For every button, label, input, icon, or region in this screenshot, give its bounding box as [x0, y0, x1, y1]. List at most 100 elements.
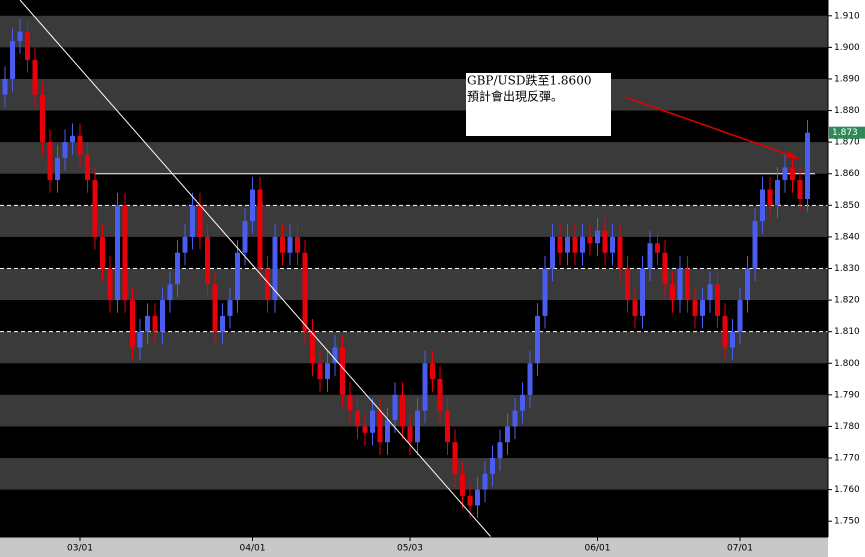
candle-body: [760, 189, 765, 222]
candle-body: [47, 142, 53, 181]
candle-body: [430, 363, 435, 380]
grid-band: [0, 331, 828, 364]
candle-body: [572, 236, 578, 253]
candle-body: [512, 410, 518, 427]
candle-body: [490, 458, 495, 474]
candle-body: [92, 180, 98, 237]
candle-body: [655, 243, 660, 253]
candle-body: [370, 410, 375, 433]
candle-body: [190, 205, 195, 237]
grid-band: [0, 205, 828, 237]
candle-body: [85, 154, 90, 181]
candle-body: [2, 78, 8, 95]
candle-body: [505, 426, 510, 443]
y-tick-label: 1.840: [834, 232, 860, 242]
y-tick-label: 1.750: [834, 517, 860, 527]
candle-body: [242, 221, 248, 253]
annotation-line: GBP/USD跌至1.8600: [467, 73, 591, 88]
candle-body: [595, 230, 600, 244]
arrow-head: [786, 151, 800, 159]
candle-body: [332, 347, 338, 364]
candle-body: [160, 300, 165, 332]
candle-body: [197, 205, 203, 237]
candle-body: [527, 363, 533, 395]
candle-body: [70, 135, 75, 143]
candle-body: [715, 284, 720, 316]
candle-body: [62, 142, 68, 158]
candle-body: [212, 284, 218, 332]
candle-body: [280, 236, 285, 253]
y-tick-label: 1.830: [834, 264, 860, 274]
candle-body: [422, 363, 428, 411]
candle-body: [467, 495, 473, 506]
y-tick-label: 1.770: [834, 454, 860, 464]
candle-body: [115, 205, 120, 301]
candle-body: [310, 331, 315, 364]
grid-band: [0, 394, 828, 427]
candle-body: [640, 268, 645, 316]
candle-body: [400, 394, 405, 427]
candle-body: [17, 31, 23, 42]
candle-body: [692, 300, 698, 316]
candle-body: [107, 268, 113, 301]
y-tick-label: 1.790: [834, 390, 860, 400]
candle-body: [580, 236, 585, 253]
candle-body: [325, 363, 330, 380]
candle-body: [625, 268, 630, 301]
candle-body: [707, 284, 713, 301]
candle-body: [610, 236, 615, 253]
candle-body: [617, 236, 623, 269]
candle-body: [10, 41, 15, 79]
y-tick-label: 1.850: [834, 201, 860, 211]
candle-body: [362, 426, 368, 433]
candle-body: [407, 426, 413, 443]
candle-body: [482, 473, 488, 490]
price-tag-label: 1.873: [832, 128, 858, 138]
y-tick-label: 1.860: [834, 169, 860, 179]
candle-body: [40, 94, 45, 143]
candle-body: [265, 268, 270, 301]
candle-body: [340, 347, 345, 395]
candle-body: [385, 420, 390, 443]
candle-body: [460, 473, 465, 496]
candle-body: [220, 315, 225, 332]
candle-body: [602, 230, 608, 253]
candle-body: [475, 489, 480, 506]
candle-body: [775, 180, 780, 206]
candle-body: [445, 410, 450, 443]
candle-body: [745, 268, 750, 301]
y-tick-label: 1.870: [834, 138, 860, 148]
candle-body: [452, 442, 458, 474]
grid-band: [0, 15, 828, 48]
y-tick-label: 1.780: [834, 422, 860, 432]
candle-body: [557, 236, 563, 253]
x-axis-area: [0, 537, 828, 557]
candle-body: [152, 315, 158, 332]
candle-body: [722, 315, 728, 348]
candle-body: [550, 236, 555, 269]
price-tag: [829, 126, 865, 139]
candle-body: [167, 284, 173, 301]
candle-body: [767, 189, 773, 206]
candle-body: [542, 268, 548, 316]
grid-band: [0, 78, 828, 111]
marks: [2, 18, 810, 519]
candle-body: [272, 236, 278, 301]
x-tick-label: 05/03: [397, 544, 423, 554]
candle-body: [662, 252, 668, 285]
candle-body: [137, 331, 143, 348]
grid-band: [0, 142, 828, 174]
y-axis-area: [828, 0, 865, 557]
candle-body: [670, 284, 675, 301]
candle-body: [790, 167, 795, 181]
candle-body: [182, 236, 188, 253]
candle-body: [677, 268, 683, 301]
x-tick-label: 04/01: [240, 544, 266, 554]
candle-body: [535, 315, 540, 364]
candle-body: [100, 236, 105, 269]
candle-body: [347, 394, 353, 411]
candle-body: [205, 236, 210, 285]
candle-body: [317, 363, 323, 380]
x-tick-label: 06/01: [585, 544, 611, 554]
